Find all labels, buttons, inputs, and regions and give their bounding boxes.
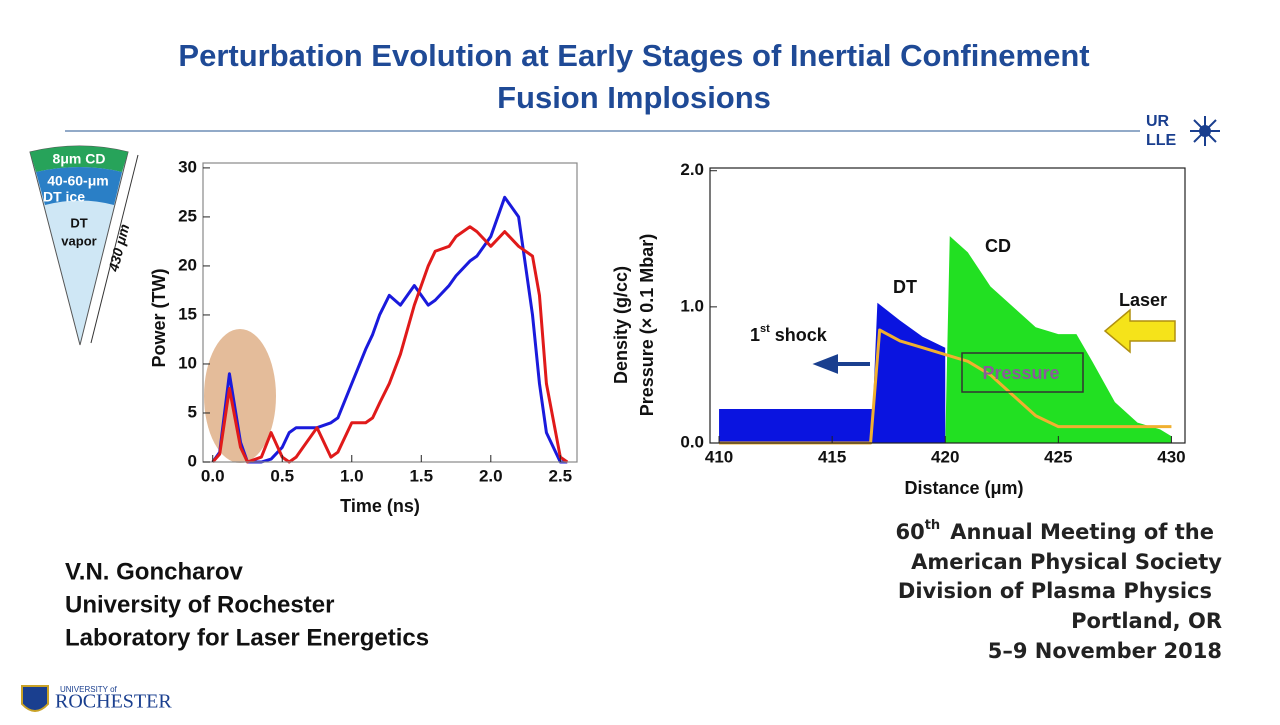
y-tick-label: 15: [178, 304, 197, 323]
arrow: [812, 354, 870, 374]
meeting: American Physical Society: [911, 550, 1222, 574]
plot-frame: [709, 167, 1186, 444]
x-tick-label: 1.0: [340, 466, 364, 485]
logo-text: UNIVERSITY of: [60, 685, 118, 694]
logo-text: UR: [1146, 113, 1170, 130]
y-axis-title: Power (TW): [149, 269, 169, 368]
target-label: 8μm CD: [53, 151, 106, 167]
annotation: CD: [985, 236, 1011, 256]
y-axis-title: Pressure (× 0.1 Mbar): [637, 234, 657, 417]
x-tick-label: 0.0: [201, 466, 225, 485]
target-label: vapor: [61, 233, 96, 248]
author: V.N. Goncharov: [65, 558, 243, 585]
y-tick-label: 0.0: [680, 432, 704, 451]
annotation: st: [760, 323, 770, 335]
annotation: DT: [893, 277, 917, 297]
logo-shield: [21, 685, 49, 712]
target-label: 40-60-μm: [47, 173, 108, 189]
target-label: DT: [70, 215, 87, 230]
meeting: Annual Meeting of the: [950, 520, 1214, 544]
meeting: 60th Annual Meeting of the: [895, 518, 1214, 545]
chart: 0.0 0.5 1.0 1.5 2.0 2.5 0 5 10 15 20 25 30: [178, 157, 578, 485]
logo-text: LLE: [1146, 132, 1177, 149]
plot-frame: [202, 162, 578, 463]
chart: 410 415 420 425 430 0.0 1.0 2.0 DT CD Laser 1st shoc…: [680, 160, 1185, 466]
x-axis-title: Time (ns): [340, 496, 420, 516]
target-layer: [36, 167, 122, 205]
title: Perturbation Evolution at Early Stages o…: [178, 38, 1089, 73]
logo-text: ROCHESTER: [55, 691, 172, 713]
y-tick-label: 30: [178, 157, 197, 176]
x-tick-label: 430: [1157, 447, 1185, 466]
y-tick-label: 0: [188, 451, 197, 470]
meeting: 5–9 November 2018: [988, 639, 1222, 663]
meeting: Division of Plasma Physics: [898, 579, 1212, 603]
x-tick-label: 420: [931, 447, 959, 466]
x-tick-label: 415: [818, 447, 846, 466]
y-tick-label: 2.0: [680, 160, 704, 179]
target-layer: [30, 146, 128, 172]
annotation: Pressure: [982, 363, 1059, 383]
annotation-box: [961, 352, 1084, 393]
arrow: [1103, 308, 1176, 354]
logo-star: [1190, 116, 1220, 146]
x-tick-label: 2.5: [548, 466, 572, 485]
x-tick-label: 410: [705, 447, 733, 466]
x-tick-label: 425: [1044, 447, 1072, 466]
x-axis-title: Distance (μm): [904, 478, 1023, 498]
annotation: Laser: [1119, 290, 1167, 310]
annotation: shock: [775, 325, 828, 345]
x-tick-label: 2.0: [479, 466, 503, 485]
line: [211, 225, 569, 464]
y-axis-title: Density (g/cc): [611, 266, 631, 384]
y-tick-label: 5: [188, 402, 197, 421]
target-label: DT ice: [43, 189, 85, 205]
annotation: 1st shock: [750, 323, 828, 345]
affiliation: University of Rochester: [65, 591, 334, 618]
line: [719, 328, 1172, 445]
meeting: 60: [895, 520, 924, 544]
y-tick-label: 1.0: [680, 296, 704, 315]
line: [211, 195, 568, 464]
y-tick-label: 25: [178, 206, 197, 225]
annotation: 1: [750, 325, 760, 345]
area: [719, 302, 946, 443]
x-tick-label: 1.5: [409, 466, 433, 485]
y-tick-label: 20: [178, 255, 197, 274]
meeting: th: [925, 518, 940, 533]
x-tick-label: 0.5: [270, 466, 294, 485]
meeting: Portland, OR: [1071, 609, 1222, 633]
dimension-line: [90, 154, 139, 344]
title: Fusion Implosions: [497, 80, 771, 115]
affiliation: Laboratory for Laser Energetics: [65, 624, 429, 651]
y-tick-label: 10: [178, 353, 197, 372]
